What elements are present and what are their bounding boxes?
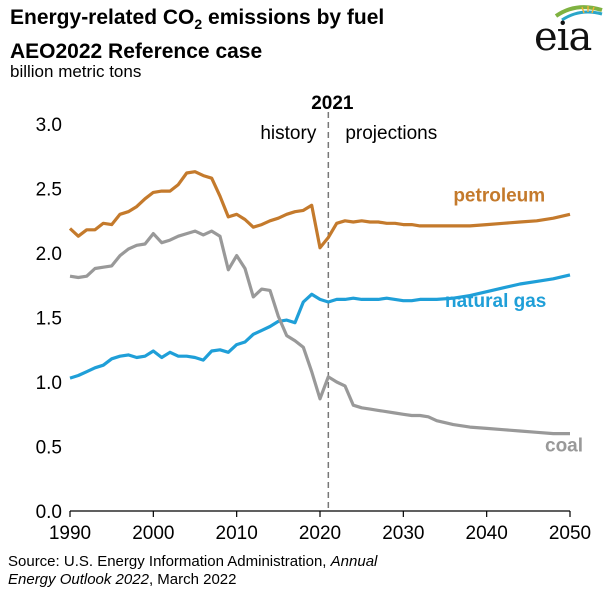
y-tick-label: 0.0 — [36, 502, 62, 523]
source-note: Source: U.S. Energy Information Administ… — [8, 553, 378, 588]
y-tick-label: 1.0 — [36, 373, 62, 394]
y-tick-label: 0.5 — [36, 438, 62, 459]
eia-logo: eia — [528, 4, 608, 64]
chart-axes: 0.0 0.5 1.0 1.5 2.0 2.5 3.0 1990 2000 2010 2020 203… — [36, 115, 592, 544]
y-tick-label: 1.5 — [36, 309, 62, 330]
x-tick-label: 2010 — [216, 523, 258, 544]
x-tick-label: 2040 — [466, 523, 508, 544]
series-label-coal: coal — [545, 436, 583, 457]
x-tick-label: 2000 — [132, 523, 174, 544]
y-tick-label: 2.0 — [36, 244, 62, 265]
history-projection-divider: 2021 history projections — [260, 93, 437, 511]
y-tick-label: 3.0 — [36, 115, 62, 136]
projections-label: projections — [345, 123, 437, 144]
chart-title: Energy-related CO2 emissions by fuel AEO… — [10, 4, 384, 66]
eia-sun-swoosh-logo-icon — [554, 5, 603, 22]
logo-text: eia — [534, 14, 592, 60]
chart-series — [68, 170, 571, 436]
y-tick-label: 2.5 — [36, 180, 62, 201]
series-line-natural-gas — [69, 273, 571, 380]
series-label-natural-gas: natural gas — [445, 291, 546, 312]
x-tick-label: 2050 — [549, 523, 591, 544]
x-tick-label: 2030 — [382, 523, 424, 544]
series-label-petroleum: petroleum — [453, 185, 545, 206]
title-line-1: Energy-related CO2 emissions by fuel — [10, 6, 385, 33]
x-tick-label: 1990 — [49, 523, 91, 544]
series-line-coal — [69, 229, 570, 436]
series-line-petroleum — [68, 170, 571, 250]
history-label: history — [260, 123, 316, 144]
title-line-2: AEO2022 Reference case — [10, 40, 263, 64]
series-labels: petroleum natural gas coal — [445, 185, 583, 456]
x-tick-label: 2020 — [299, 523, 341, 544]
divider-year-label: 2021 — [311, 93, 354, 114]
units-label: billion metric tons — [10, 62, 142, 81]
